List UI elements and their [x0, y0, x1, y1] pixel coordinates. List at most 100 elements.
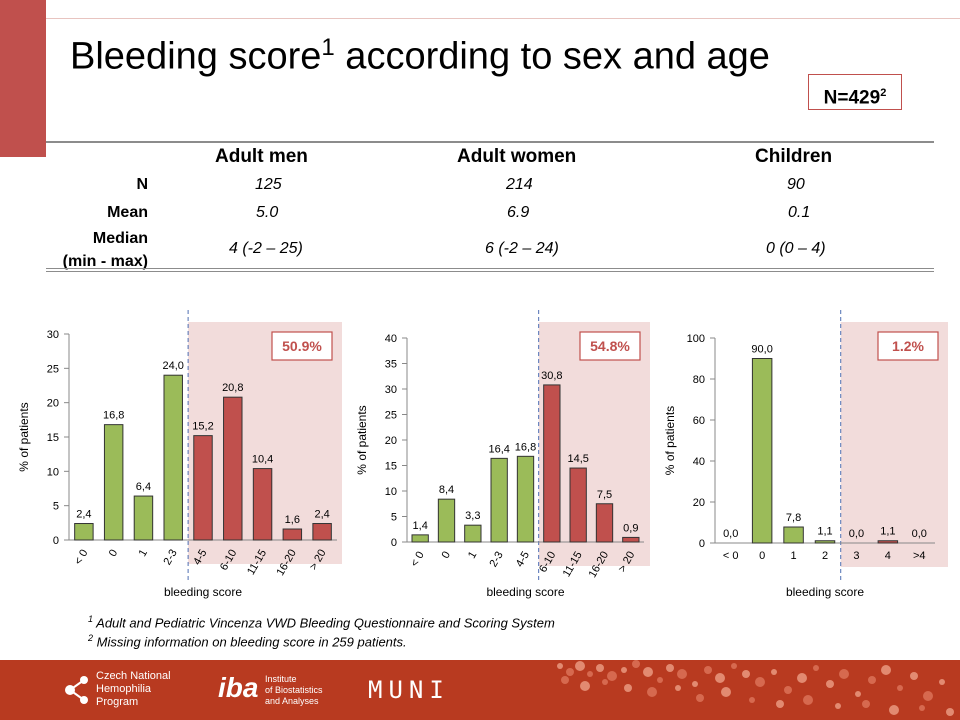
bar-data-label: 1,6 [285, 514, 300, 526]
decorative-dot [910, 672, 918, 680]
bar [223, 396, 243, 541]
bar-data-label: 16,8 [103, 410, 124, 422]
y-tick-label: 10 [47, 466, 59, 478]
decorative-dot [587, 671, 593, 677]
slide-title: Bleeding score1 according to sex and age [70, 34, 770, 80]
chart-adult-women-svg: 54.8% 0 5 10 15 20 25 30 35 40 1,4 < 0 8,4 0 3,3 1 16,4 2… [355, 310, 650, 599]
decorative-dot [897, 685, 903, 691]
iba-line-3: and Analyses [265, 696, 319, 706]
bar [252, 468, 273, 541]
decorative-dot [776, 700, 784, 708]
iba-line-1: Institute [265, 674, 297, 684]
column-header-adult-men: Adult men [215, 146, 308, 167]
bar [814, 540, 836, 544]
cell-median-children: 0 (0 – 4) [766, 240, 826, 257]
y-tick-label: 0 [699, 538, 705, 550]
total-n-label: N=429 [823, 87, 881, 109]
cell-mean-adult-men: 5.0 [256, 204, 279, 221]
bar-data-label: 2,4 [314, 509, 329, 521]
y-tick-label: 100 [687, 333, 705, 345]
footnote-1-marker: 1 [88, 614, 94, 624]
bar [595, 503, 614, 543]
decorative-dots-pattern [557, 660, 954, 716]
bar-data-label: 16,8 [515, 441, 536, 453]
decorative-dot [749, 697, 755, 703]
table-bottom-rule [46, 268, 934, 269]
x-tick-label: < 0 [72, 548, 90, 568]
highlight-percent-label: 54.8% [590, 338, 630, 354]
decorative-dot [557, 663, 563, 669]
y-tick-label: 30 [47, 329, 59, 341]
bar-data-label: 14,5 [567, 453, 588, 465]
decorative-dot [566, 668, 574, 676]
x-tick-label: 4-5 [514, 550, 532, 570]
decorative-dot [803, 695, 813, 705]
decorative-dot [692, 681, 698, 687]
bar-data-label: 7,8 [786, 512, 801, 524]
decorative-dot [946, 708, 954, 716]
chart-adult-men-svg: 50.9% 0 5 10 15 20 25 30 2,4 < 0 16,8 0 6,4 1 24,0 2-3 1… [17, 310, 342, 599]
bar [464, 524, 482, 543]
footnote-2-text: Missing information on bleeding score in… [93, 634, 407, 650]
y-tick-label: 0 [391, 537, 397, 549]
title-rest: according to sex and age [334, 35, 770, 78]
cell-median-adult-women: 6 (-2 – 24) [485, 240, 559, 257]
chart-adult-women: 54.8% 0 5 10 15 20 25 30 35 40 1,4 < 0 8,4 0 3,3 1 16,4 2… [350, 310, 650, 610]
x-tick-label: 0 [107, 548, 120, 559]
bar [490, 457, 508, 543]
decorative-dot [657, 677, 663, 683]
y-tick-label: 15 [385, 461, 397, 473]
y-axis-title: % of patients [663, 406, 677, 475]
bar-data-label: 0,0 [723, 528, 738, 540]
decorative-dot [675, 685, 681, 691]
bar [163, 374, 183, 541]
x-tick-label: 2-3 [487, 550, 505, 570]
x-tick-label: 2 [822, 550, 828, 562]
decorative-dot [868, 676, 876, 684]
y-tick-label: 20 [693, 497, 705, 509]
footnote-1-text: Adult and Pediatric Vincenza VWD Bleedin… [93, 615, 555, 631]
decorative-dot [602, 679, 608, 685]
bar-data-label: 0,0 [849, 528, 864, 540]
chnp-network-icon [65, 676, 88, 704]
x-tick-label: 1 [466, 550, 479, 561]
footnote-1: 1 Adult and Pediatric Vincenza VWD Bleed… [88, 614, 555, 630]
decorative-dot [666, 664, 674, 672]
decorative-dot [826, 680, 834, 688]
bar-data-label: 15,2 [192, 421, 213, 433]
table-top-rule [46, 141, 934, 143]
decorative-dot [621, 667, 627, 673]
top-rule [46, 18, 960, 19]
decorative-dot [784, 686, 792, 694]
accent-bar [0, 0, 46, 157]
bar-data-label: 8,4 [439, 484, 454, 496]
bar [103, 424, 124, 541]
decorative-dot [677, 669, 687, 679]
row-label-min-max: (min - max) [62, 253, 148, 270]
bar-data-label: 1,4 [413, 520, 428, 532]
highlight-percent-box [271, 331, 333, 361]
bar [543, 384, 561, 543]
y-axis-title: % of patients [17, 402, 31, 471]
x-tick-label: 2-3 [161, 548, 179, 568]
decorative-dot [939, 679, 945, 685]
table-bottom-rule-double [46, 271, 934, 272]
row-label-median: Median [92, 230, 148, 247]
decorative-dot [575, 661, 585, 671]
highlight-region [840, 322, 948, 567]
bar-data-label: 90,0 [751, 344, 772, 356]
y-tick-label: 10 [385, 486, 397, 498]
bar [751, 358, 773, 544]
decorative-dot [813, 665, 819, 671]
footnote-2: 2 Missing information on bleeding score … [88, 633, 407, 649]
bar-data-label: 10,4 [252, 454, 273, 466]
y-tick-label: 35 [385, 359, 397, 371]
bar [312, 523, 332, 541]
total-n-box: N=4292 [808, 74, 902, 110]
cell-mean-adult-women: 6.9 [507, 204, 530, 221]
bar [411, 534, 429, 543]
x-tick-label: < 0 [723, 550, 739, 562]
bar [569, 467, 587, 543]
chnp-line-2: Hemophilia [96, 683, 152, 695]
bar-data-label: 1,1 [817, 526, 832, 538]
